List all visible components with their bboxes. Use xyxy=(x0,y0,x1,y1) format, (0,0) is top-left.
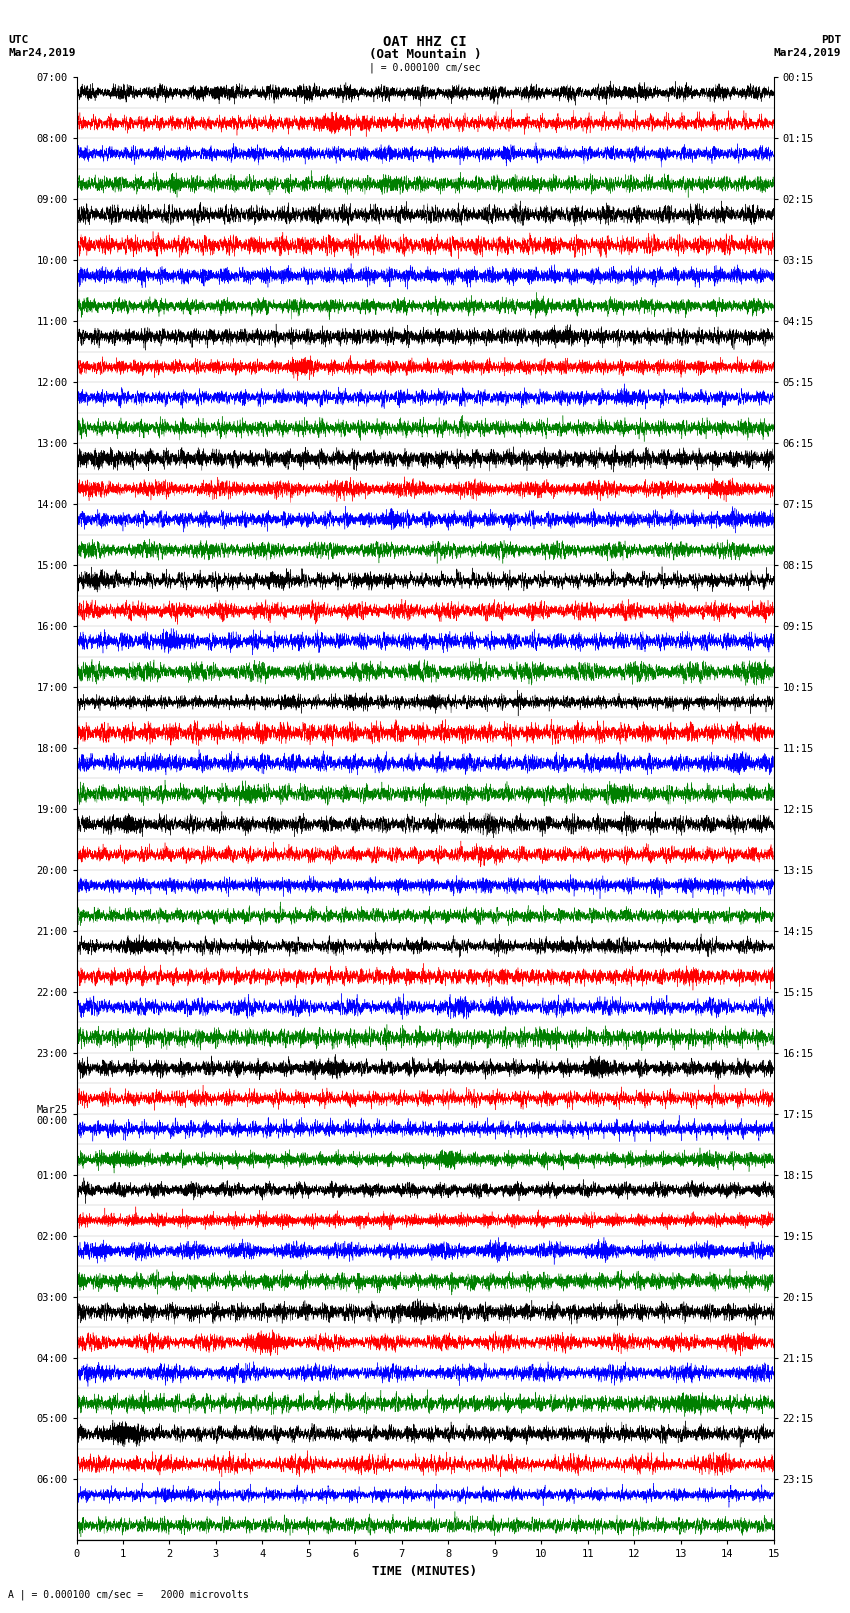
X-axis label: TIME (MINUTES): TIME (MINUTES) xyxy=(372,1565,478,1578)
Text: Mar24,2019: Mar24,2019 xyxy=(774,48,842,58)
Text: OAT HHZ CI: OAT HHZ CI xyxy=(383,35,467,50)
Text: (Oat Mountain ): (Oat Mountain ) xyxy=(369,48,481,61)
Text: UTC: UTC xyxy=(8,35,29,45)
Text: PDT: PDT xyxy=(821,35,842,45)
Text: Mar24,2019: Mar24,2019 xyxy=(8,48,76,58)
Text: A | = 0.000100 cm/sec =   2000 microvolts: A | = 0.000100 cm/sec = 2000 microvolts xyxy=(8,1589,249,1600)
Text: | = 0.000100 cm/sec: | = 0.000100 cm/sec xyxy=(369,63,481,74)
